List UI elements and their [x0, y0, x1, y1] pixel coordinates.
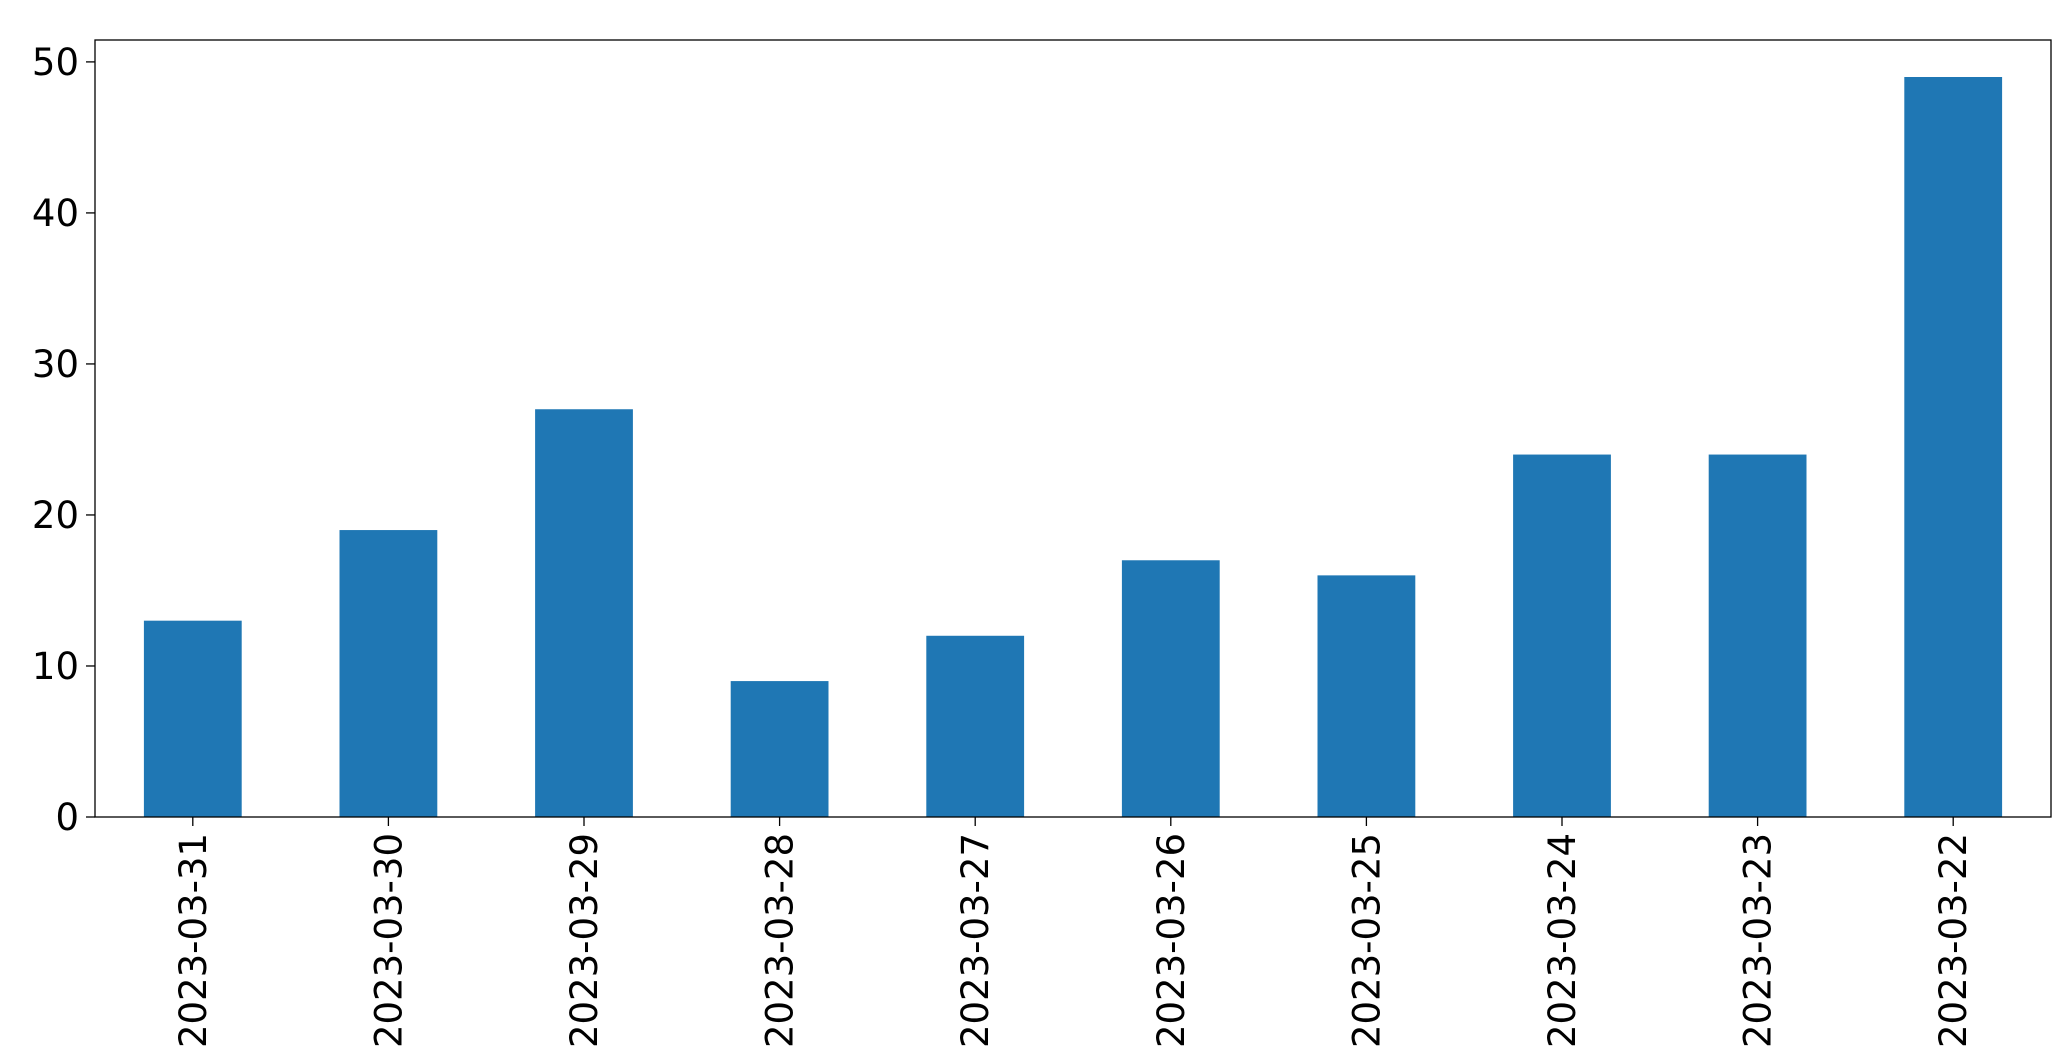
- x-tick-label: 2023-03-25: [1345, 833, 1388, 1048]
- x-tick-label: 2023-03-31: [172, 833, 215, 1048]
- x-tick-label: 2023-03-29: [563, 833, 606, 1048]
- bar: [1904, 77, 2003, 817]
- bar: [339, 530, 438, 817]
- x-tick-label: 2023-03-22: [1932, 833, 1975, 1048]
- plot-frame: [94, 39, 2052, 818]
- y-tick-label: 10: [32, 645, 79, 688]
- bar: [1317, 575, 1416, 817]
- x-tick-label: 2023-03-30: [367, 833, 410, 1048]
- bar: [143, 620, 242, 817]
- bar: [1708, 454, 1807, 817]
- bar: [730, 681, 829, 817]
- bar: [1513, 454, 1611, 817]
- bar: [535, 409, 633, 817]
- x-tick-label: 2023-03-27: [954, 833, 997, 1048]
- bar: [1121, 560, 1220, 817]
- bar: [926, 635, 1025, 817]
- x-tick-label: 2023-03-28: [759, 833, 802, 1048]
- x-tick-label: 2023-03-24: [1541, 833, 1584, 1048]
- y-tick-label: 30: [32, 343, 79, 386]
- y-tick-label: 50: [32, 41, 79, 84]
- y-tick-label: 40: [32, 192, 79, 235]
- x-tick-label: 2023-03-26: [1150, 833, 1193, 1048]
- x-tick-label: 2023-03-23: [1737, 833, 1780, 1048]
- y-tick-label: 0: [55, 796, 79, 839]
- y-tick-label: 20: [32, 494, 79, 537]
